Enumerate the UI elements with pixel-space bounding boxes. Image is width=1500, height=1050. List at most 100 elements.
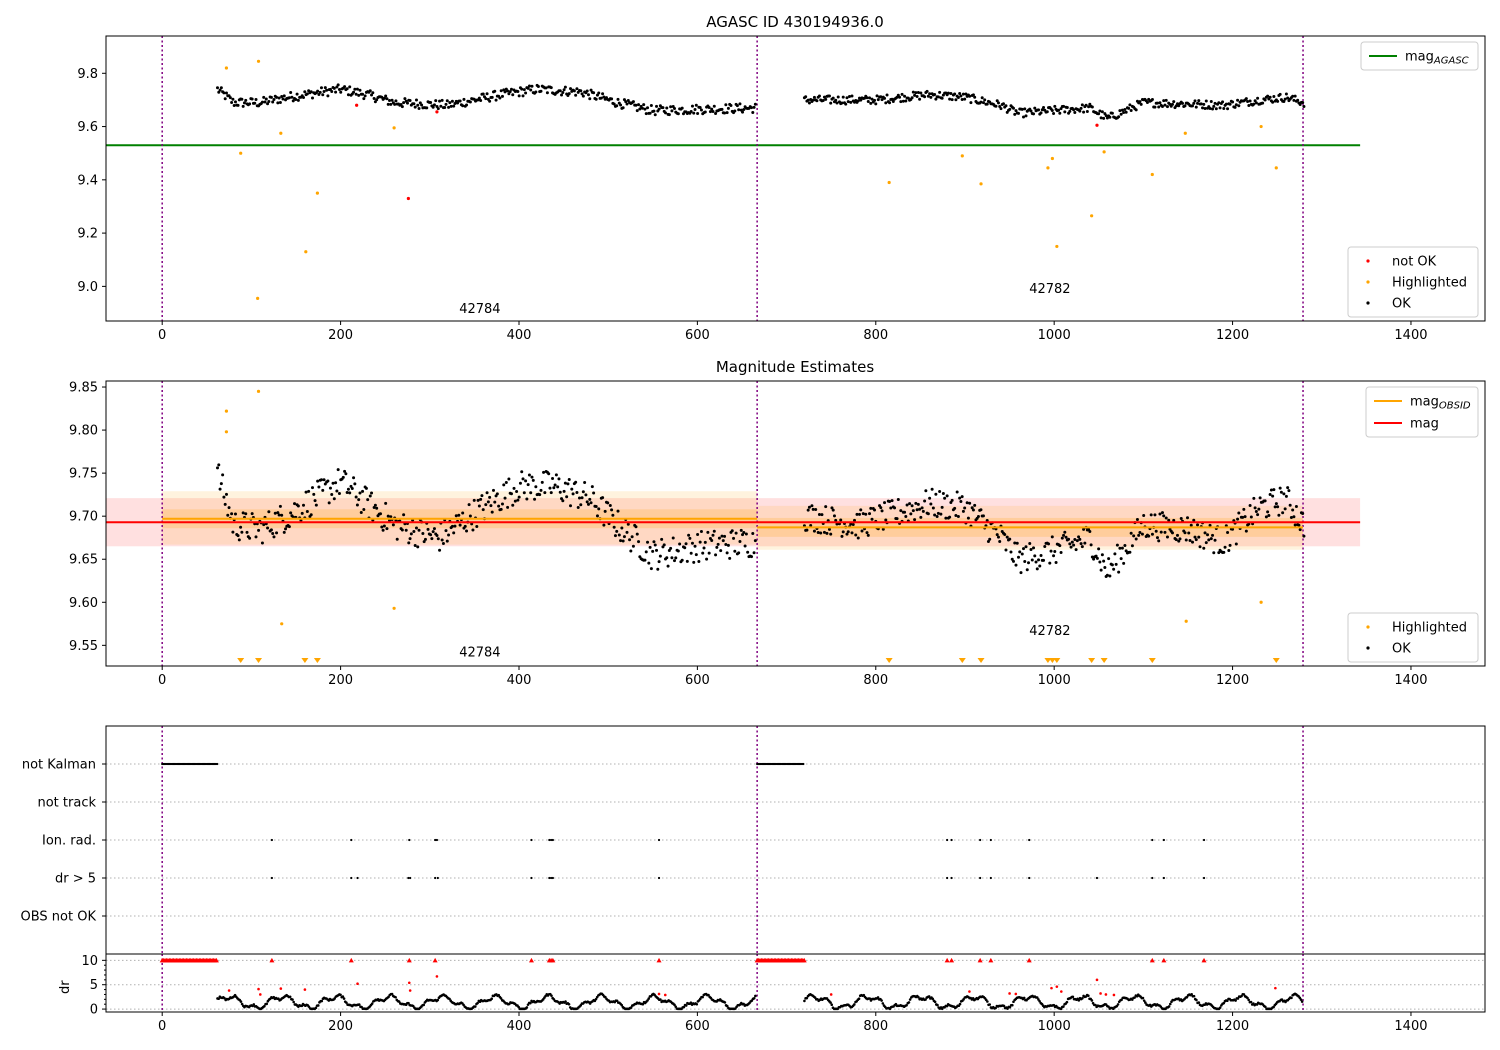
panel1-ok-point: [698, 105, 702, 109]
panel4-clipped-marker: [1149, 957, 1155, 963]
panel1-ok-point: [657, 107, 661, 111]
panel2-ok-point: [687, 533, 691, 537]
panel1-ok-point: [973, 95, 977, 99]
panel2-ok-point: [916, 502, 920, 506]
panel2-ok-point: [647, 561, 651, 565]
panel1-ok-point: [1293, 94, 1297, 98]
panel1-ok-point: [303, 90, 307, 94]
panel1-ok-point: [569, 87, 573, 91]
panel2-ok-point: [725, 551, 729, 555]
panel2-ok-point: [284, 527, 288, 531]
panel2-ok-point: [1272, 488, 1276, 492]
panel1-ok-point: [884, 101, 888, 105]
panel4-dr-point: [933, 1000, 937, 1004]
panel2-ok-point: [637, 540, 641, 544]
panel4-dr-point: [525, 1006, 529, 1009]
panel2-ok-point: [565, 495, 569, 499]
panel1-ok-point: [1282, 100, 1286, 104]
panel2-ok-point: [955, 490, 959, 494]
panel4-dr-point: [529, 1001, 532, 1005]
panel2-ok-point: [672, 559, 676, 563]
panel4-dr-point: [986, 1000, 989, 1003]
panel1-ok-point: [1163, 103, 1167, 107]
panel2-ok-point: [1231, 527, 1235, 531]
panel1-legend-markers: [1347, 246, 1479, 318]
panel1-ok-point: [316, 89, 320, 93]
panel1-ok-point: [875, 94, 879, 98]
panel1-ok-point: [388, 99, 392, 103]
panel2-ok-point: [903, 510, 907, 514]
panel2-ok-point: [1217, 551, 1221, 555]
panel1-ok-point: [615, 104, 619, 108]
panel2-title: Magnitude Estimates: [716, 358, 874, 376]
panel4-dr-point: [394, 995, 397, 999]
panel1-ok-point: [959, 94, 963, 98]
panel1-ok-point: [958, 92, 962, 96]
panel1-ok-point: [653, 113, 657, 117]
panel1-ok-point: [953, 92, 957, 96]
panel2-ok-point: [1267, 514, 1271, 518]
panel2-ok-point: [658, 554, 662, 558]
panel2-ok-point: [711, 533, 715, 537]
panel1-ok-point: [1221, 100, 1225, 104]
panel2-ok-point: [822, 530, 826, 534]
panel1-ok-point: [1252, 102, 1256, 106]
panel1-ok-point: [1052, 111, 1056, 115]
panel2-ok-point: [531, 478, 535, 482]
panel2-ok-point: [217, 463, 221, 467]
panel1-ok-point: [821, 99, 825, 103]
panel1-ok-point: [522, 88, 526, 92]
panel2-ok-point: [714, 553, 718, 557]
panel2-ok-point: [1064, 535, 1068, 539]
panel1-ok-point: [1062, 104, 1066, 108]
panel1-highlighted-point: [392, 126, 396, 130]
panel4-dr-point: [629, 1006, 633, 1009]
panel1-ok-point: [414, 98, 418, 102]
panel2-ok-point: [345, 491, 349, 495]
panel1-legend-label: OK: [1392, 297, 1411, 312]
panel2-ok-point: [610, 508, 614, 512]
panel1-ok-point: [219, 86, 223, 90]
panel1-ok-point: [1165, 105, 1169, 109]
panel4-dr-point: [857, 997, 861, 1001]
panel1-highlighted-point: [1046, 166, 1050, 170]
panel1-ok-point: [346, 93, 350, 97]
panel2-ok-point: [554, 473, 558, 477]
panel1-ok-point: [612, 102, 616, 106]
panel2-ok-point: [1022, 547, 1026, 551]
panel3-row-label: not track: [37, 796, 96, 811]
panel2-ok-point: [244, 512, 248, 516]
panel2-ok-point: [1302, 534, 1306, 538]
panel1-xtick-label: 800: [863, 328, 888, 343]
panel2-ok-point: [254, 535, 258, 539]
panel1-highlighted-point: [256, 59, 261, 63]
panel1-ok-point: [594, 97, 598, 101]
panel1-ok-point: [1291, 94, 1295, 98]
panel2-ok-point: [580, 496, 584, 500]
panel4-red-point: [303, 988, 307, 991]
panel1-ok-point: [1254, 101, 1258, 105]
panel2-ok-point: [689, 551, 693, 555]
panel2-ok-point: [1149, 513, 1153, 517]
panel2-ok-point: [567, 478, 571, 482]
panel1-ok-point: [1078, 109, 1082, 113]
panel2-ok-point: [1078, 537, 1082, 541]
panel1-legend-lines: [1360, 41, 1479, 71]
panel1-ok-point: [362, 97, 366, 101]
panel4-dr-point: [1195, 998, 1198, 1002]
panel1-ok-point: [1058, 111, 1062, 115]
panel2-ok-point: [525, 497, 529, 501]
panel2-ok-point: [690, 541, 694, 545]
panel1-ok-point: [1145, 100, 1149, 104]
panel1-ok-point: [1224, 102, 1228, 106]
panel2-ok-point: [1120, 546, 1124, 550]
panel2-ok-point: [1258, 496, 1262, 500]
panel1-ytick-label: 9.4: [77, 173, 98, 188]
panel4-red-point: [1055, 985, 1059, 988]
panel1-ok-point: [509, 87, 513, 91]
panel3-dr-point: [1202, 876, 1206, 880]
panel2-ok-point: [752, 551, 756, 555]
panel2-ok-point: [851, 523, 855, 527]
panel3-dr-point: [549, 876, 553, 880]
panel1-ok-point: [1082, 110, 1086, 114]
